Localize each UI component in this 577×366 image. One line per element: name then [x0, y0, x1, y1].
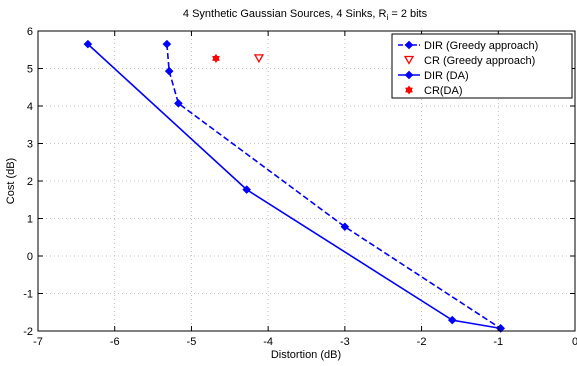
legend-item: DIR (Greedy approach) [398, 40, 538, 52]
data-point [164, 66, 174, 76]
chart-title-subscript: i [387, 13, 389, 22]
y-tick-label: 2 [27, 176, 33, 188]
chart-title-main: 4 Synthetic Gaussian Sources, 4 Sinks, R [183, 8, 387, 20]
x-tick-label: -5 [187, 336, 197, 348]
y-tick-label: 4 [27, 101, 33, 113]
legend-item: CR(DA) [405, 85, 463, 97]
x-tick-label: -3 [340, 336, 350, 348]
data-point [212, 53, 220, 63]
legend-item: DIR (DA) [398, 70, 469, 82]
legend-label: CR (Greedy approach) [424, 55, 535, 67]
y-tick-label: 3 [27, 139, 33, 151]
series-2 [253, 54, 265, 64]
data-point [340, 222, 350, 232]
chart-title: 4 Synthetic Gaussian Sources, 4 Sinks, R… [183, 8, 428, 22]
y-tick-label: 6 [27, 26, 33, 38]
y-tick-label: 5 [27, 64, 33, 76]
legend-label: CR(DA) [424, 85, 463, 97]
legend-label: DIR (Greedy approach) [424, 40, 538, 52]
legend-swatch-marker [404, 70, 414, 80]
series-layer [83, 39, 505, 333]
x-tick-label: -7 [33, 336, 43, 348]
data-point [447, 315, 457, 325]
data-point [83, 39, 93, 49]
y-tick-label: 0 [27, 251, 33, 263]
y-axis-label: Cost (dB) [5, 158, 17, 204]
data-point [253, 54, 265, 64]
legend-swatch-marker [405, 85, 413, 95]
x-tick-label: -4 [263, 336, 273, 348]
legend-box [391, 33, 573, 99]
x-tick-label: -2 [417, 336, 427, 348]
data-point [162, 39, 172, 49]
series-4 [212, 53, 220, 63]
data-point [242, 185, 251, 194]
series-3 [83, 39, 505, 333]
x-tick-label: -6 [110, 336, 120, 348]
y-tick-label: -2 [23, 326, 33, 338]
x-tick-label: 0 [572, 336, 577, 348]
x-axis-label: Distortion (dB) [271, 349, 341, 361]
series-line [87, 43, 501, 330]
chart-title-tail: = 2 bits [388, 8, 427, 20]
tick-labels: -7 -6 -5 -4 -3 -2 -1 0 -2 -1 0 1 2 3 4 5 6 [23, 26, 577, 348]
legend-item: CR (Greedy approach) [403, 55, 535, 67]
legend: DIR (Greedy approach) CR (Greedy approach… [391, 33, 573, 99]
y-tick-label: 1 [27, 214, 33, 226]
legend-swatch-marker [404, 40, 414, 50]
legend-label: DIR (DA) [424, 70, 469, 82]
series-line [166, 44, 502, 330]
x-tick-label: -1 [493, 336, 503, 348]
legend-swatch-marker [403, 55, 415, 65]
data-point [174, 99, 183, 108]
y-tick-label: -1 [23, 289, 33, 301]
